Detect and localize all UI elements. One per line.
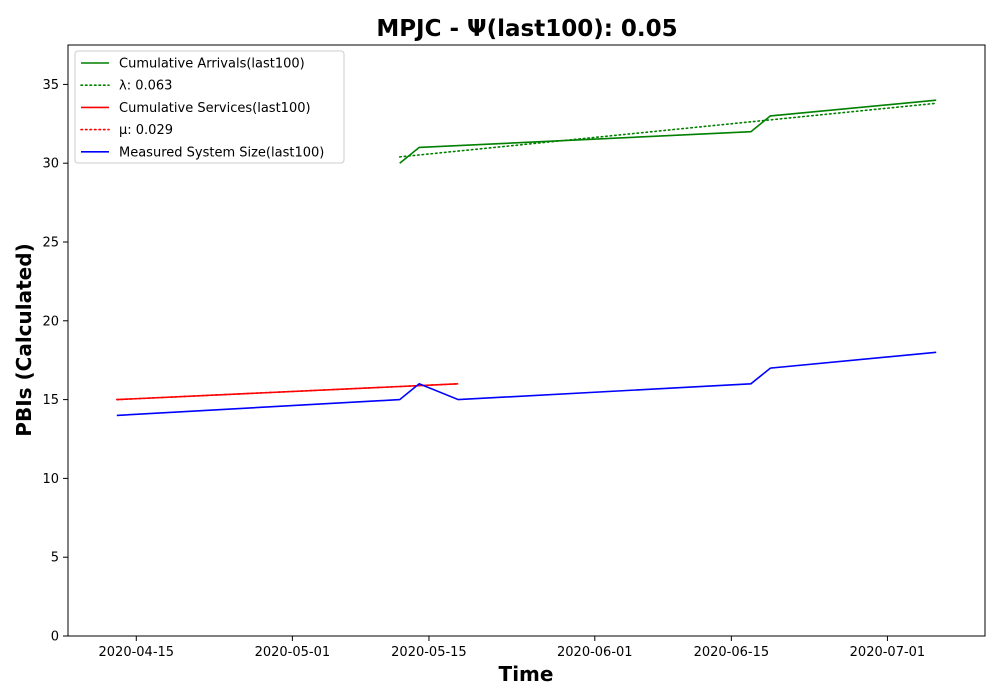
x-axis: 2020-04-15 2020-05-01 2020-05-15 2020-06-01… <box>99 636 926 660</box>
y-tick-label: 5 <box>51 551 59 566</box>
plot-frame <box>67 44 986 637</box>
y-tick-label: 25 <box>42 236 59 251</box>
legend-label: Cumulative Services(last100) <box>119 101 311 116</box>
legend-label: μ: 0.029 <box>119 123 173 138</box>
y-tick-label: 10 <box>42 472 59 487</box>
legend-label: λ: 0.063 <box>119 79 172 94</box>
x-tick-label: 2020-05-01 <box>255 645 331 660</box>
legend: Cumulative Arrivals(last100) λ: 0.063 Cumu… <box>74 50 345 164</box>
y-tick-label: 15 <box>42 393 59 408</box>
plot-area <box>116 99 938 417</box>
legend-label: Measured System Size(last100) <box>119 145 324 160</box>
y-tick-label: 35 <box>42 78 59 93</box>
x-tick-label: 2020-06-15 <box>694 645 770 660</box>
y-tick-label: 30 <box>42 157 59 172</box>
series-line-1 <box>398 102 938 158</box>
series-line-0 <box>399 99 937 164</box>
legend-box <box>74 50 345 164</box>
y-axis: 0 5 10 15 20 25 30 35 <box>42 78 68 645</box>
x-tick-label: 2020-04-15 <box>99 645 175 660</box>
x-tick-label: 2020-06-01 <box>557 645 633 660</box>
y-tick-label: 0 <box>51 630 59 645</box>
legend-label: Cumulative Arrivals(last100) <box>119 57 305 72</box>
series-line-3 <box>116 382 460 401</box>
series-line-4 <box>116 351 937 417</box>
chart-title: MPJC - Ψ(last100): 0.05 <box>376 16 677 42</box>
y-tick-label: 20 <box>42 314 59 329</box>
x-axis-title: Time <box>499 662 554 686</box>
x-tick-label: 2020-05-15 <box>391 645 467 660</box>
y-axis-title: PBIs (Calculated) <box>12 243 36 436</box>
x-tick-label: 2020-07-01 <box>850 645 926 660</box>
